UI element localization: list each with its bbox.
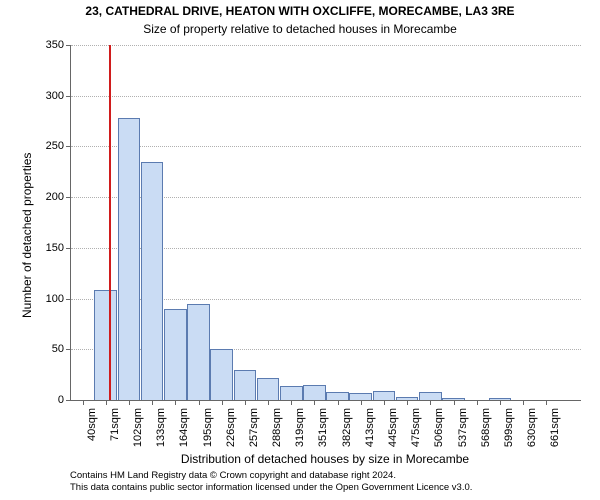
y-tick-label: 300 — [32, 90, 64, 102]
y-tick-label: 150 — [32, 242, 64, 254]
bar — [118, 118, 141, 400]
x-tick-mark — [199, 400, 200, 405]
chart-title: 23, CATHEDRAL DRIVE, HEATON WITH OXCLIFF… — [0, 4, 600, 18]
grid-line — [71, 146, 581, 147]
bar — [94, 290, 117, 400]
x-axis-label: Distribution of detached houses by size … — [70, 452, 580, 466]
x-tick-mark — [245, 400, 246, 405]
y-tick-mark — [66, 400, 71, 401]
footer-line: Contains HM Land Registry data © Crown c… — [70, 470, 472, 482]
bar — [349, 393, 372, 400]
x-tick-label: 661sqm — [549, 408, 561, 454]
x-tick-mark — [523, 400, 524, 405]
x-tick-mark — [338, 400, 339, 405]
x-tick-mark — [384, 400, 385, 405]
y-tick-mark — [66, 299, 71, 300]
x-tick-mark — [314, 400, 315, 405]
y-tick-mark — [66, 248, 71, 249]
bar — [326, 392, 349, 400]
x-tick-label: 413sqm — [364, 408, 376, 454]
x-tick-label: 257sqm — [248, 408, 260, 454]
y-tick-mark — [66, 146, 71, 147]
chart-subtitle: Size of property relative to detached ho… — [0, 22, 600, 36]
footer-line: This data contains public sector informa… — [70, 482, 472, 494]
x-tick-mark — [454, 400, 455, 405]
bar — [210, 349, 233, 400]
x-tick-mark — [106, 400, 107, 405]
x-tick-label: 506sqm — [433, 408, 445, 454]
x-tick-label: 382sqm — [341, 408, 353, 454]
bar — [164, 309, 187, 400]
x-tick-mark — [129, 400, 130, 405]
y-tick-mark — [66, 349, 71, 350]
y-tick-label: 350 — [32, 39, 64, 51]
x-tick-label: 568sqm — [480, 408, 492, 454]
x-tick-label: 599sqm — [503, 408, 515, 454]
y-tick-label: 50 — [32, 343, 64, 355]
x-tick-mark — [268, 400, 269, 405]
y-tick-mark — [66, 96, 71, 97]
x-tick-mark — [430, 400, 431, 405]
grid-line — [71, 45, 581, 46]
x-tick-label: 630sqm — [526, 408, 538, 454]
y-tick-label: 100 — [32, 293, 64, 305]
x-tick-mark — [291, 400, 292, 405]
bar — [234, 370, 257, 400]
x-tick-mark — [152, 400, 153, 405]
bar — [257, 378, 280, 400]
x-tick-mark — [222, 400, 223, 405]
bar — [303, 385, 326, 400]
bar — [141, 162, 164, 400]
bar — [187, 304, 210, 400]
x-tick-label: 445sqm — [387, 408, 399, 454]
y-tick-mark — [66, 197, 71, 198]
x-tick-label: 226sqm — [225, 408, 237, 454]
y-tick-label: 0 — [32, 394, 64, 406]
grid-line — [71, 96, 581, 97]
y-tick-mark — [66, 45, 71, 46]
chart-container: 23, CATHEDRAL DRIVE, HEATON WITH OXCLIFF… — [0, 0, 600, 500]
plot-area — [70, 45, 581, 401]
x-tick-label: 319sqm — [294, 408, 306, 454]
x-tick-mark — [407, 400, 408, 405]
x-tick-label: 164sqm — [178, 408, 190, 454]
x-tick-label: 288sqm — [271, 408, 283, 454]
x-tick-mark — [361, 400, 362, 405]
x-tick-label: 40sqm — [86, 408, 98, 454]
x-tick-label: 71sqm — [109, 408, 121, 454]
x-tick-label: 102sqm — [132, 408, 144, 454]
y-tick-label: 250 — [32, 140, 64, 152]
x-tick-label: 195sqm — [202, 408, 214, 454]
footer: Contains HM Land Registry data © Crown c… — [70, 470, 472, 494]
y-tick-label: 200 — [32, 191, 64, 203]
x-tick-mark — [83, 400, 84, 405]
x-tick-label: 537sqm — [457, 408, 469, 454]
x-tick-mark — [500, 400, 501, 405]
x-tick-label: 133sqm — [155, 408, 167, 454]
bar — [419, 392, 442, 400]
property-marker-line — [109, 45, 111, 400]
x-tick-label: 475sqm — [410, 408, 422, 454]
bar — [373, 391, 396, 400]
x-tick-label: 351sqm — [317, 408, 329, 454]
bar — [280, 386, 303, 400]
x-tick-mark — [546, 400, 547, 405]
x-tick-mark — [477, 400, 478, 405]
x-tick-mark — [175, 400, 176, 405]
